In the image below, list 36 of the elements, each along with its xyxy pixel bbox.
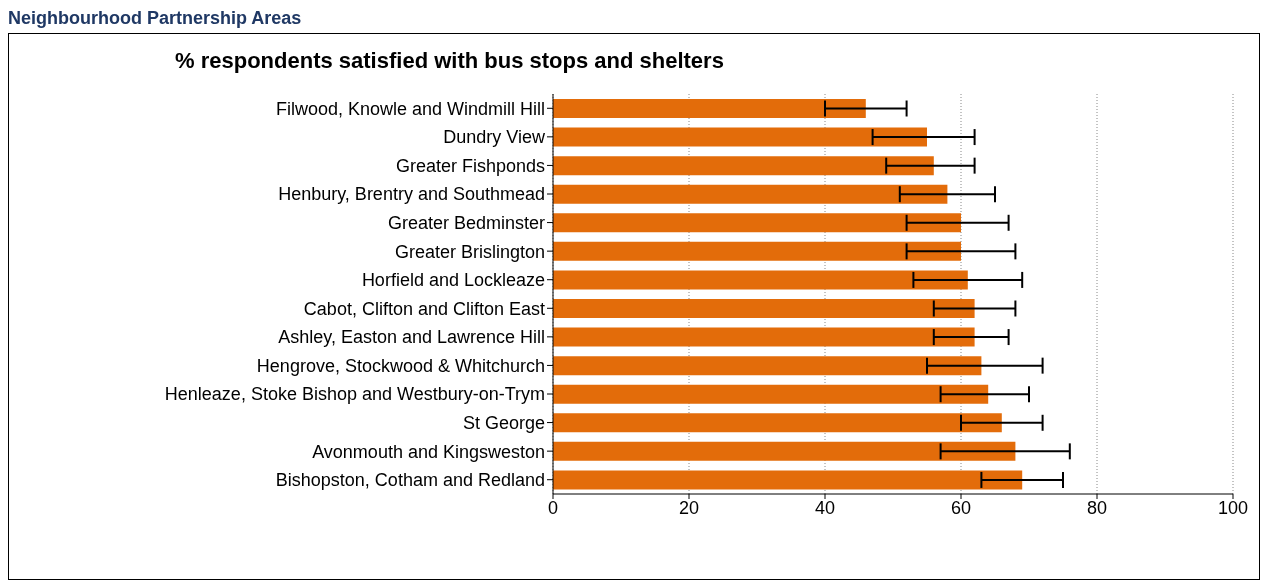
x-tick-label: 80 [1086,497,1108,518]
bar [553,184,948,204]
bar [553,299,975,318]
bar [553,127,927,147]
bar [553,413,1002,433]
x-tick-label: 40 [814,497,836,518]
y-tick-label: Horfield and Lockleaze [361,270,545,291]
y-tick-label: Henleaze, Stoke Bishop and Westbury-on-Trym [164,384,545,405]
y-tick-label: Dundry View [443,127,546,148]
bar [553,213,961,233]
bar [553,99,866,118]
bar [553,156,934,176]
x-tick-label: 60 [950,497,972,518]
bar [553,270,968,290]
bar [553,241,961,261]
y-tick-label: St George [462,412,545,433]
y-tick-label: Bishopston, Cotham and Redland [275,470,545,491]
bar [553,327,975,347]
y-tick-label: Hengrove, Stockwood & Whitchurch [256,355,545,376]
y-tick-label: Greater Bedminster [387,212,545,233]
y-tick-label: Greater Brislington [394,241,545,262]
y-tick-label: Ashley, Easton and Lawrence Hill [278,327,545,348]
text: Neighbourhood Partnership Areas [8,8,303,29]
x-tick-label: 0 [547,497,559,518]
bar [553,356,982,376]
y-tick-label: Filwood, Knowle and Windmill Hill [275,98,545,119]
x-tick-label: 20 [678,497,700,518]
y-tick-label: Greater Fishponds [395,155,545,176]
x-tick-label: 100 [1217,497,1249,518]
bar [553,441,1016,461]
bar [553,470,1023,490]
y-tick-label: Henbury, Brentry and Southmead [278,184,545,205]
y-tick-label: Cabot, Clifton and Clifton East [303,298,545,319]
chart-title: % respondents satisfied with bus stops and shelters [175,48,724,74]
bar [553,384,989,404]
y-tick-label: Avonmouth and Kingsweston [312,441,545,462]
